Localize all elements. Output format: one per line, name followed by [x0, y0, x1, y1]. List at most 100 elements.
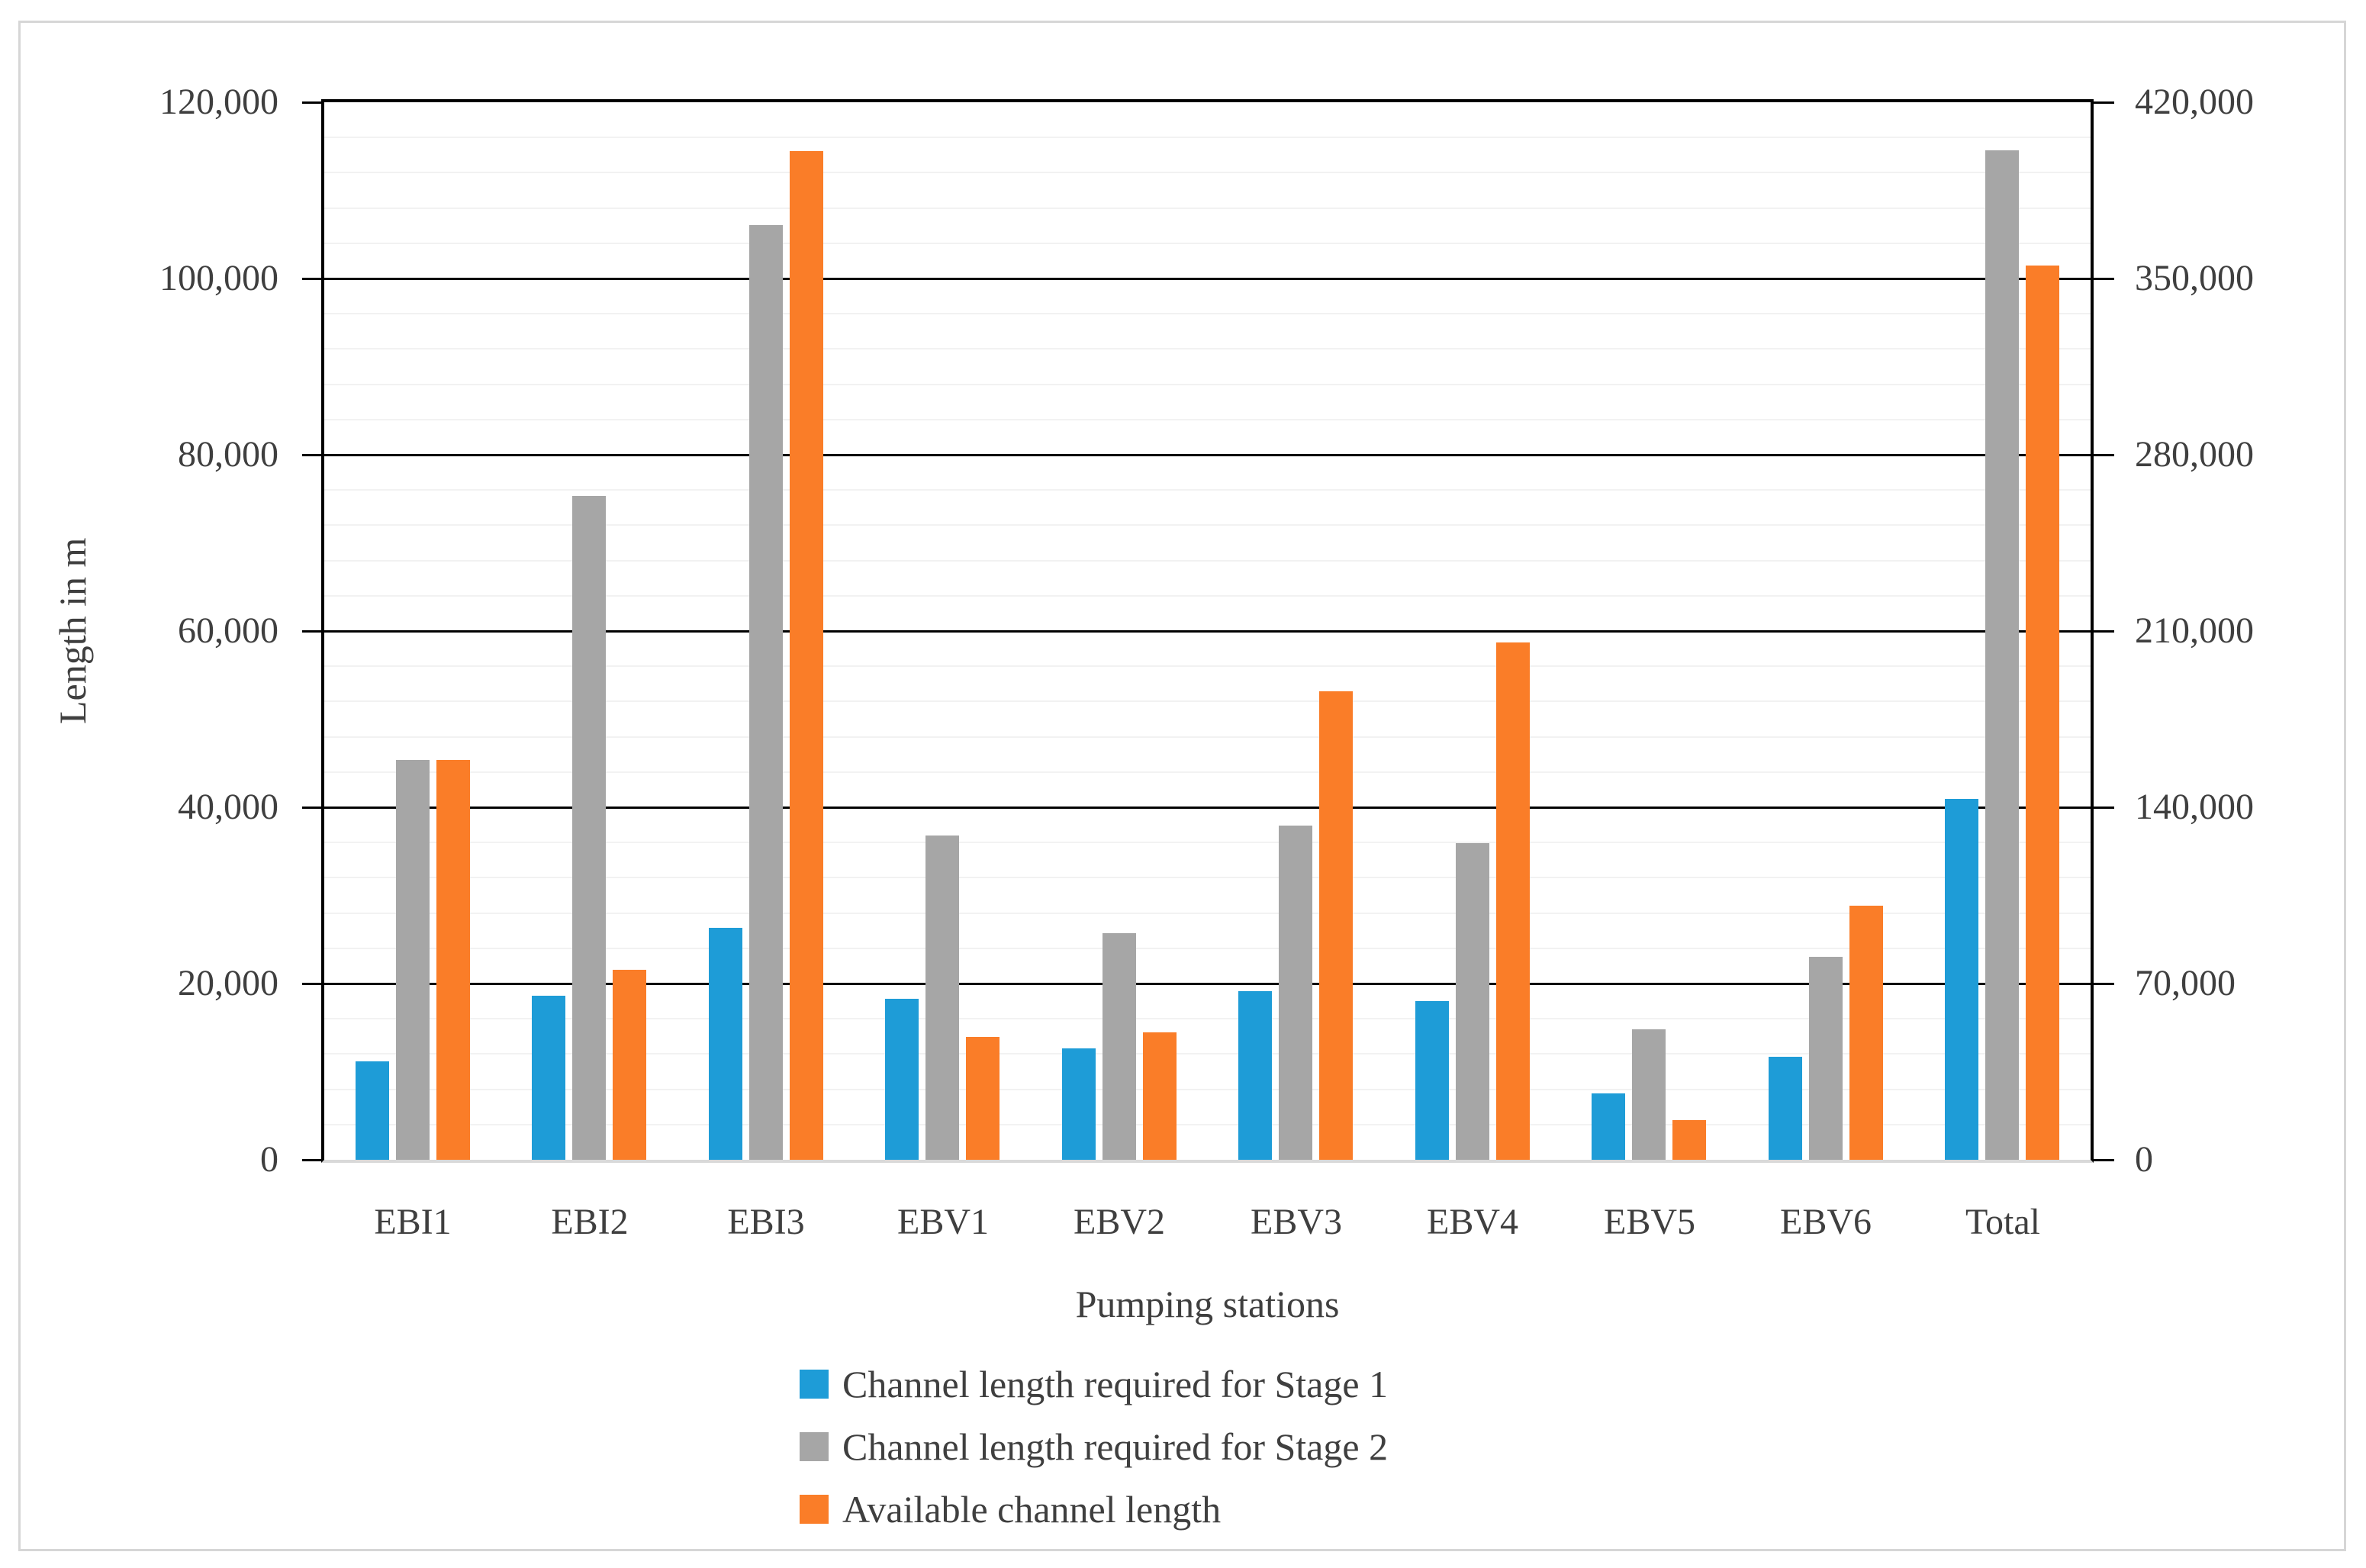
x-axis-category-label: EBI3 [727, 1202, 805, 1242]
x-axis-category-label: EBV2 [1074, 1202, 1165, 1242]
left-axis-tick-label: 60,000 [178, 610, 278, 651]
right-axis-tick [2094, 1158, 2114, 1161]
bar-ebi1-series2 [396, 760, 430, 1160]
bar-ebv2-series1 [1062, 1048, 1096, 1160]
x-axis-category-label: EBV4 [1427, 1202, 1518, 1242]
right-axis-tick-label: 0 [2135, 1139, 2153, 1180]
bar-ebv1-series2 [925, 836, 959, 1160]
major-gridline [324, 806, 2091, 809]
left-axis-tick-label: 40,000 [178, 787, 278, 827]
minor-gridline [324, 418, 2091, 420]
minor-gridline [324, 559, 2091, 562]
bar-ebv6-series1 [1769, 1057, 1802, 1160]
bar-ebv6-series2 [1809, 957, 1843, 1160]
bar-ebv5-series2 [1632, 1029, 1666, 1160]
right-axis-tick [2094, 982, 2114, 985]
minor-gridline [324, 489, 2091, 491]
x-axis-category-label: EBV3 [1251, 1202, 1342, 1242]
minor-gridline [324, 524, 2091, 526]
minor-gridline [324, 947, 2091, 949]
right-axis-tick-label: 420,000 [2135, 82, 2254, 122]
bar-ebv5-series1 [1592, 1093, 1625, 1160]
right-axis-tick [2094, 277, 2114, 280]
bar-ebv2-series3 [1143, 1032, 1177, 1160]
left-axis-tick-label: 100,000 [159, 258, 278, 298]
minor-gridline [324, 771, 2091, 773]
left-axis-tick [302, 101, 323, 104]
minor-gridline [324, 736, 2091, 738]
minor-gridline [324, 842, 2091, 844]
right-axis-tick [2094, 453, 2114, 456]
legend-label: Channel length required for Stage 2 [842, 1425, 1389, 1468]
minor-gridline [324, 877, 2091, 879]
bar-ebv3-series1 [1238, 991, 1272, 1160]
left-axis-tick-label: 80,000 [178, 434, 278, 475]
right-axis-tick [2094, 101, 2114, 104]
left-axis-tick-label: 20,000 [178, 963, 278, 1003]
minor-gridline [324, 383, 2091, 385]
legend-label: Channel length required for Stage 1 [842, 1363, 1389, 1405]
bar-ebi2-series2 [572, 496, 606, 1160]
legend-label: Available channel length [842, 1488, 1222, 1531]
minor-gridline [324, 594, 2091, 597]
bar-ebi2-series1 [532, 996, 565, 1160]
right-axis-tick-label: 280,000 [2135, 434, 2254, 475]
x-axis-category-label: EBV6 [1780, 1202, 1872, 1242]
minor-gridline [324, 1088, 2091, 1090]
minor-gridline [324, 348, 2091, 350]
legend-swatch-series2 [800, 1432, 829, 1461]
bar-ebv4-series1 [1415, 1001, 1449, 1160]
minor-gridline [324, 665, 2091, 668]
minor-gridline [324, 137, 2091, 139]
bar-total-series2 [1985, 150, 2019, 1160]
bar-ebi3-series3 [790, 151, 823, 1160]
plot-area [321, 99, 2094, 1163]
major-gridline [324, 982, 2091, 985]
bar-ebv1-series3 [966, 1037, 1000, 1160]
bar-ebv3-series3 [1319, 691, 1353, 1160]
bar-total-series3 [2026, 266, 2059, 1160]
left-axis-tick-label: 120,000 [159, 82, 278, 122]
bar-ebi3-series2 [749, 225, 783, 1160]
bar-ebi2-series3 [613, 970, 646, 1160]
right-axis-tick-label: 210,000 [2135, 610, 2254, 651]
x-axis-category-label: EBV1 [897, 1202, 989, 1242]
legend-swatch-series3 [800, 1495, 829, 1524]
bar-ebv6-series3 [1849, 906, 1883, 1160]
x-axis-category-label: EBV5 [1604, 1202, 1695, 1242]
x-axis-category-label: EBI1 [374, 1202, 452, 1242]
minor-gridline [324, 1053, 2091, 1055]
left-axis-tick [302, 629, 323, 633]
bar-ebi3-series1 [709, 928, 742, 1160]
left-axis-tick [302, 1158, 323, 1161]
legend-swatch-series1 [800, 1370, 829, 1399]
x-axis-title: Pumping stations [1075, 1283, 1340, 1325]
left-axis-tick-label: 0 [260, 1139, 278, 1180]
minor-gridline [324, 242, 2091, 244]
legend-item: Channel length required for Stage 2 [800, 1427, 1388, 1467]
bar-ebv2-series2 [1103, 933, 1136, 1160]
bar-ebv4-series3 [1496, 642, 1530, 1160]
right-axis-tick-label: 70,000 [2135, 963, 2236, 1003]
right-axis-tick [2094, 806, 2114, 809]
left-axis-tick [302, 277, 323, 280]
x-axis-category-label: Total [1965, 1202, 2040, 1242]
bar-ebi1-series3 [436, 760, 470, 1160]
left-axis-tick [302, 982, 323, 985]
right-axis-tick-label: 140,000 [2135, 787, 2254, 827]
right-axis-tick [2094, 629, 2114, 633]
x-axis-category-label: EBI2 [551, 1202, 629, 1242]
legend: Channel length required for Stage 1 Chann… [800, 1364, 1388, 1529]
left-axis-tick [302, 453, 323, 456]
minor-gridline [324, 700, 2091, 703]
minor-gridline [324, 1123, 2091, 1125]
bar-ebv3-series2 [1279, 826, 1312, 1160]
minor-gridline [324, 912, 2091, 914]
minor-gridline [324, 313, 2091, 315]
legend-item: Channel length required for Stage 1 [800, 1364, 1388, 1404]
major-gridline [324, 277, 2091, 280]
minor-gridline [324, 172, 2091, 174]
bar-total-series1 [1945, 799, 1978, 1160]
legend-item: Available channel length [800, 1489, 1388, 1529]
